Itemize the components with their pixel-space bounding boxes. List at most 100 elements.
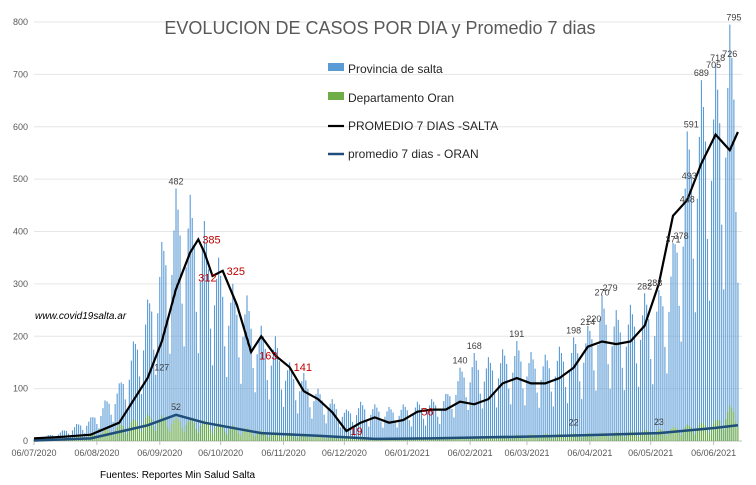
provincia-bar: [321, 400, 323, 441]
provincia-bar: [209, 328, 212, 441]
oran-bar: [222, 426, 224, 441]
provincia-bar: [319, 394, 321, 441]
oran-bar: [597, 435, 599, 441]
oran-bar: [625, 434, 627, 441]
oran-bar: [489, 436, 492, 441]
provincia-bar: [276, 348, 278, 441]
x-tick-label: 06/09/2020: [137, 448, 182, 458]
oran-bar: [163, 417, 165, 441]
data-label: 282: [637, 281, 652, 291]
data-label: 591: [684, 119, 699, 129]
oran-bar: [201, 422, 203, 441]
oran-bar: [560, 433, 563, 441]
provincia-bar: [459, 367, 461, 441]
data-label: 726: [722, 49, 737, 59]
oran-bar: [228, 429, 230, 441]
oran-bar: [209, 430, 212, 441]
provincia-bar: [684, 188, 686, 441]
provincia-bar: [106, 401, 108, 441]
provincia-bar: [698, 136, 700, 441]
provincia-bar: [579, 381, 581, 441]
oran-bar: [232, 425, 234, 441]
provincia-bar: [216, 278, 218, 441]
oran-bar: [299, 435, 301, 441]
data-label: 52: [171, 402, 181, 412]
provincia-bar: [719, 123, 721, 441]
provincia-bar: [573, 337, 575, 441]
oran-bar: [226, 434, 228, 441]
provincia-bar: [307, 388, 309, 441]
oran-bar: [331, 435, 333, 441]
provincia-bar: [467, 409, 469, 441]
provincia-bar: [706, 238, 709, 441]
oran-bar: [193, 422, 195, 441]
x-tick-label: 06/02/2021: [448, 448, 493, 458]
oran-bar: [185, 424, 187, 441]
oran-bar: [341, 437, 343, 441]
provincia-bar: [163, 250, 165, 441]
oran-bar: [207, 424, 210, 441]
provincia-bar: [349, 413, 352, 441]
provincia-bar: [585, 343, 587, 441]
provincia-bar: [181, 303, 183, 441]
provincia-bar: [571, 352, 573, 441]
oran-bar: [674, 427, 676, 441]
provincia-bar: [502, 349, 504, 441]
provincia-bar: [232, 283, 234, 441]
oran-bar: [122, 426, 124, 441]
y-tick-label: 100: [13, 384, 28, 394]
oran-bar: [293, 434, 295, 441]
provincia-bar: [597, 344, 599, 441]
provincia-bar: [601, 294, 603, 441]
provincia-bar: [715, 64, 717, 441]
legend-swatch-provincia: [328, 63, 344, 71]
provincia-bar: [108, 403, 110, 441]
provincia-bar: [431, 399, 433, 441]
provincia-bar: [500, 363, 502, 441]
provincia-bar: [678, 305, 680, 441]
provincia-bar: [479, 393, 481, 441]
oran-bar: [246, 427, 248, 441]
provincia-bar: [157, 313, 159, 441]
oran-bar: [382, 439, 384, 441]
oran-bar: [230, 427, 232, 441]
provincia-bar: [299, 391, 301, 441]
provincia-bar: [660, 296, 662, 441]
provincia-bar: [569, 370, 571, 441]
provincia-bar: [520, 361, 522, 441]
provincia-bar: [427, 412, 429, 441]
oran-bar: [218, 422, 220, 441]
provincia-bar: [666, 373, 668, 441]
oran-bar: [676, 428, 678, 441]
oran-bar: [197, 432, 199, 441]
provincia-bar: [122, 383, 124, 441]
provincia-bar: [609, 388, 611, 441]
oran-bar: [658, 428, 660, 441]
provincia-bar: [463, 377, 465, 441]
provincia-bar: [224, 346, 226, 441]
provincia-bar: [589, 330, 591, 441]
provincia-bar: [402, 404, 404, 441]
provincia-bar: [171, 274, 173, 441]
oran-bar: [698, 425, 700, 441]
provincia-bar: [475, 360, 477, 441]
provincia-bar: [303, 372, 305, 441]
provincia-bar: [376, 407, 378, 441]
provincia-bar: [469, 382, 471, 441]
provincia-bar: [654, 336, 656, 441]
oran-bar: [678, 432, 680, 441]
provincia-bar: [274, 336, 276, 441]
oran-bar: [621, 435, 623, 441]
oran-bar: [179, 421, 181, 441]
data-label: 270: [595, 288, 610, 298]
oran-bar: [633, 432, 636, 441]
provincia-bar: [315, 394, 317, 441]
oran-bar: [244, 429, 246, 441]
oran-bar: [84, 438, 86, 441]
provincia-bar: [676, 252, 678, 441]
provincia-bar: [177, 209, 179, 441]
oran-bar: [725, 419, 727, 441]
oran-bar: [595, 437, 597, 441]
provincia-bar: [390, 409, 392, 441]
oran-bar: [278, 433, 281, 441]
